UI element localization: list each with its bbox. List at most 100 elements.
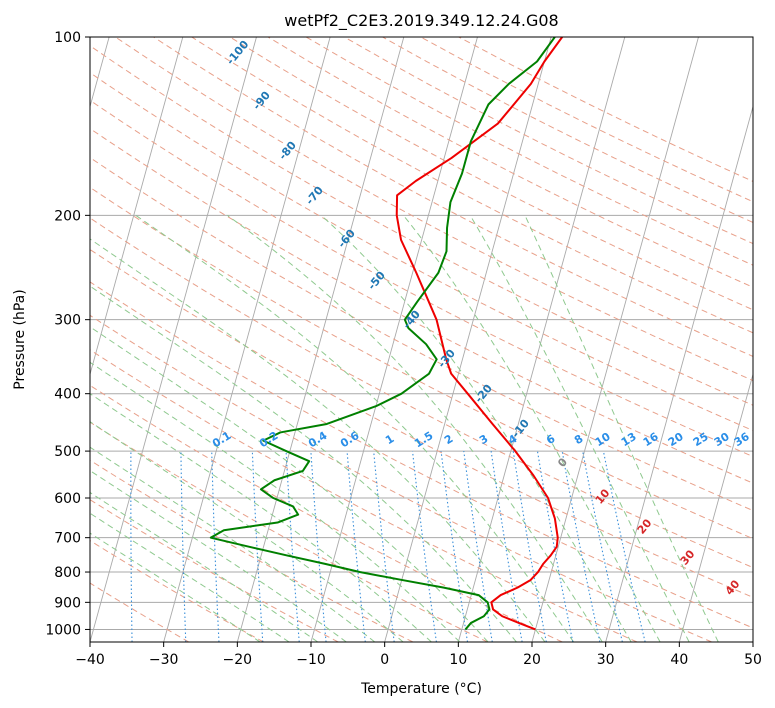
dry-adiabat-label: -90 bbox=[250, 89, 273, 113]
x-axis: −40 −30 −20 −10 0 10 20 30 40 50 bbox=[75, 642, 762, 668]
mixing-ratio-line bbox=[82, 451, 84, 642]
mixing-ratio-line bbox=[251, 451, 264, 642]
dewpoint-line bbox=[209, 37, 556, 631]
mixing-ratio-line bbox=[411, 451, 437, 642]
sounding-series bbox=[209, 37, 563, 631]
x-tick-label: −30 bbox=[149, 652, 179, 668]
dry-adiabat-label: -30 bbox=[435, 347, 458, 371]
x-tick-label: 40 bbox=[670, 652, 688, 668]
dry-adiabat-line bbox=[344, 37, 753, 245]
dry-adiabat-line bbox=[90, 459, 414, 642]
moist-adiabat-line bbox=[524, 215, 719, 642]
moist-adiabat-line bbox=[90, 491, 319, 642]
mixing-ratio-label: 0.4 bbox=[306, 429, 330, 451]
moist-adiabat-line bbox=[90, 470, 347, 642]
isotherm-line bbox=[605, 104, 753, 642]
y-tick-label: 600 bbox=[54, 491, 81, 507]
dry-adiabat-line bbox=[153, 37, 753, 357]
isotherm-line bbox=[90, 37, 184, 376]
dry-adiabat-label: -40 bbox=[400, 308, 423, 332]
moist-adiabat-label: 40 bbox=[723, 577, 743, 597]
isotherm-line bbox=[163, 37, 331, 642]
moist-adiabat-line bbox=[90, 238, 546, 642]
mixing-ratio-line bbox=[440, 451, 469, 642]
moist-adiabat-label: 30 bbox=[678, 547, 698, 567]
y-tick-label: 400 bbox=[54, 387, 81, 403]
dry-adiabat-label: -100 bbox=[224, 38, 252, 68]
dry-adiabat-line bbox=[90, 281, 753, 629]
mixing-ratio-line bbox=[512, 451, 547, 642]
mixing-ratio-label: 13 bbox=[619, 430, 639, 449]
x-tick-label: −20 bbox=[223, 652, 253, 668]
isotherm-line bbox=[90, 37, 257, 642]
y-tick-label: 900 bbox=[54, 595, 81, 611]
x-tick-label: 10 bbox=[449, 652, 467, 668]
moist-adiabat-line bbox=[135, 214, 575, 642]
mixing-ratio-label: 3 bbox=[477, 432, 490, 447]
dry-adiabat-label: -70 bbox=[303, 184, 326, 208]
x-tick-label: −40 bbox=[75, 652, 105, 668]
moist-adiabat-line bbox=[90, 393, 432, 642]
moist-adiabat-line bbox=[227, 214, 603, 642]
isotherm-line bbox=[752, 640, 753, 642]
mixing-ratio-line bbox=[373, 451, 395, 642]
dry-adiabat-line bbox=[90, 539, 264, 642]
dry-adiabat-line bbox=[90, 72, 753, 432]
moist-adiabat-line bbox=[90, 326, 489, 642]
mixing-ratio-line bbox=[582, 450, 623, 642]
dry-adiabat-label: -50 bbox=[365, 269, 388, 293]
x-axis-label: Temperature (°C) bbox=[360, 681, 482, 697]
temperature-line bbox=[395, 37, 563, 631]
dry-adiabat-line bbox=[191, 37, 753, 334]
moist-adiabat-line bbox=[90, 285, 517, 642]
dry-adiabat-line bbox=[420, 37, 753, 203]
dry-adiabat-line bbox=[90, 384, 563, 642]
moist-adiabat-label: 20 bbox=[635, 516, 655, 536]
dry-adiabat-line bbox=[90, 45, 753, 406]
mixing-ratio-label: 1.5 bbox=[412, 429, 435, 450]
moist-adiabat-line bbox=[403, 215, 661, 642]
chart-title: wetPf2_C2E3.2019.349.12.24.G08 bbox=[284, 11, 558, 31]
moist-adiabat-line bbox=[90, 361, 461, 642]
dry-adiabat-line bbox=[90, 99, 753, 458]
y-tick-label: 700 bbox=[54, 531, 81, 547]
mixing-ratio-line bbox=[130, 451, 133, 642]
isobar-grid bbox=[90, 37, 753, 630]
isotherm-line bbox=[678, 372, 753, 642]
mixing-ratio-label: 36 bbox=[732, 430, 752, 449]
y-tick-label: 800 bbox=[54, 565, 81, 581]
dry-adiabat-line bbox=[90, 421, 488, 642]
x-tick-label: 30 bbox=[597, 652, 615, 668]
isotherm-grid bbox=[90, 37, 753, 642]
mixing-ratio-label: 25 bbox=[691, 430, 711, 449]
moist-adiabat-label: 0 bbox=[555, 455, 570, 469]
isotherm-line bbox=[384, 37, 552, 642]
x-tick-label: 50 bbox=[744, 652, 762, 668]
mixing-ratio-line bbox=[310, 451, 327, 642]
dry-adiabat-line bbox=[90, 217, 753, 569]
y-axis-label: Pressure (hPa) bbox=[12, 289, 28, 389]
mixing-ratio-label: 20 bbox=[666, 430, 686, 449]
x-tick-label: 0 bbox=[380, 652, 389, 668]
dry-adiabat-line bbox=[90, 127, 753, 484]
dry-adiabat-line bbox=[90, 186, 753, 540]
x-tick-label: −10 bbox=[296, 652, 326, 668]
dry-adiabat-line bbox=[90, 248, 753, 598]
dry-adiabat-line bbox=[267, 37, 753, 288]
moist-adiabat-line bbox=[90, 446, 376, 642]
moist-adiabat-line bbox=[469, 215, 690, 642]
y-tick-label: 500 bbox=[54, 444, 81, 460]
isotherm-line bbox=[531, 37, 699, 642]
mixing-ratio-lines bbox=[82, 450, 646, 642]
mixing-ratio-line bbox=[285, 451, 300, 642]
y-axis: 100 200 300 400 500 600 700 800 900 1000 bbox=[45, 30, 90, 638]
isotherm-line bbox=[236, 37, 405, 642]
isotherm-line bbox=[457, 37, 626, 642]
dry-adiabat-line bbox=[90, 582, 190, 642]
dry-adiabat-line bbox=[90, 314, 712, 642]
mixing-ratio-label: 0.1 bbox=[210, 429, 233, 450]
mixing-ratio-line bbox=[463, 451, 493, 642]
mixing-ratio-line bbox=[602, 450, 646, 642]
y-tick-label: 300 bbox=[54, 313, 81, 329]
